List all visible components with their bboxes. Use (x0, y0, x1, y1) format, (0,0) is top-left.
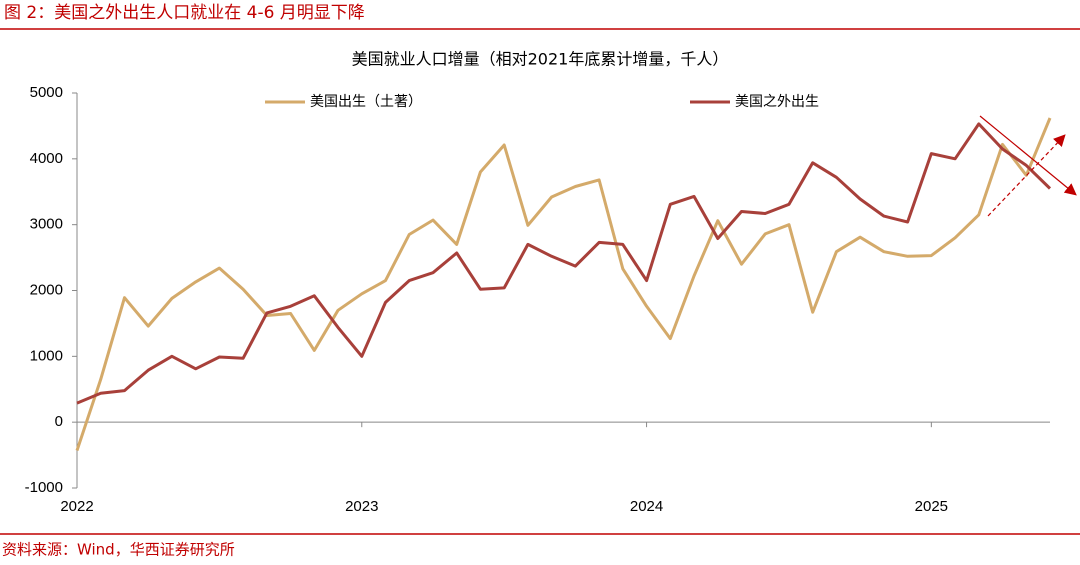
y-tick-label: -1000 (25, 479, 63, 496)
figure-title: 图 2：美国之外出生人口就业在 4-6 月明显下降 (4, 3, 365, 23)
x-tick-label: 2023 (345, 498, 378, 515)
plot-area: -1000 0 1000 2000 3000 4000 5000 2022 2023 2024 20… (25, 84, 1052, 515)
y-tick-label: 3000 (30, 216, 63, 233)
y-tick-label: 1000 (30, 347, 63, 364)
source-note: 资料来源：Wind，华西证券研究所 (2, 541, 235, 559)
series-line (76, 122, 1052, 405)
legend-label: 美国之外出生 (735, 94, 819, 110)
y-tick-label: 5000 (30, 84, 63, 101)
x-tick-label: 2024 (630, 498, 663, 515)
y-tick-label: 4000 (30, 150, 63, 167)
legend-label: 美国出生（土著） (310, 94, 422, 110)
trend-arrow (987, 134, 1066, 217)
y-tick-label: 2000 (30, 281, 63, 298)
x-tick-label: 2025 (915, 498, 948, 515)
series-line (75, 117, 1052, 451)
y-tick-label: 0 (55, 413, 63, 430)
trend-arrow (979, 115, 1077, 196)
chart-title: 美国就业人口增量（相对2021年底累计增量，千人） (352, 50, 729, 69)
x-tick-label: 2022 (60, 498, 93, 515)
